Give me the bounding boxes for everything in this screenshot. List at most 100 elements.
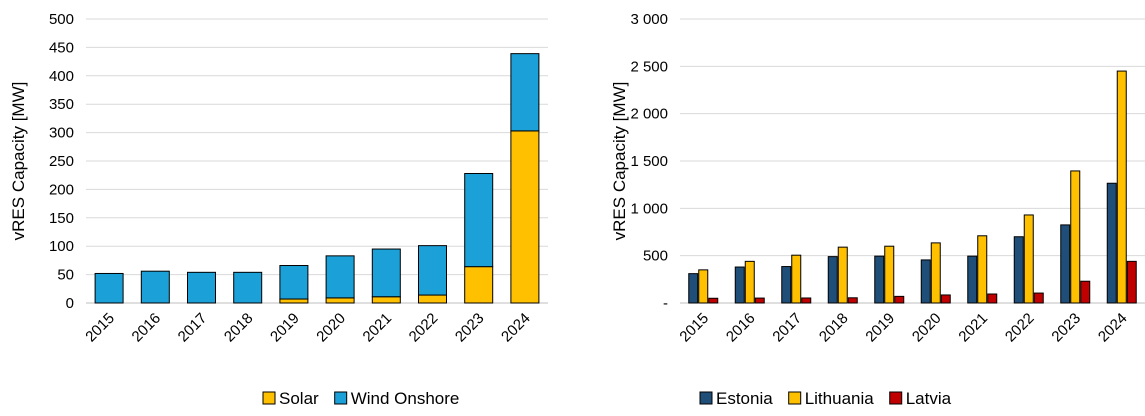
- bar-lithuania: [837, 246, 848, 304]
- y-tick-label: 200: [49, 181, 74, 198]
- y-tick-label: 400: [49, 68, 74, 85]
- bar-lithuania: [791, 254, 802, 304]
- bar-solar: [371, 296, 401, 304]
- bar-solar: [510, 130, 540, 304]
- x-tick-label: 2017: [175, 310, 211, 346]
- legend-swatch: [699, 391, 713, 405]
- bar-solar: [418, 294, 447, 304]
- y-tick-label: 1 000: [630, 200, 668, 217]
- x-tick-label: 2018: [221, 310, 257, 346]
- bar-wind-onshore: [94, 272, 124, 304]
- bar-wind-onshore: [325, 255, 355, 299]
- y-tick-label: 300: [49, 125, 74, 142]
- bar-wind-onshore: [233, 271, 263, 304]
- bar-estonia: [688, 273, 699, 304]
- bar-wind-onshore: [279, 265, 309, 300]
- y-tick-label: 100: [49, 238, 74, 255]
- bar-wind-onshore: [464, 172, 494, 268]
- bar-lithuania: [1070, 170, 1081, 304]
- y-tick-label: 2 500: [630, 58, 668, 75]
- x-tick-label: 2016: [129, 310, 165, 346]
- chart-country-capacity: - 500 1 000 1 500 2 000 2 500 3 000 vRES Capaci…: [610, 11, 1145, 408]
- chart-stacked-capacity: 0 50 100 150 200 250 300 350 400 450 500 vRES Capac…: [9, 11, 548, 408]
- legend: Solar Wind Onshore: [262, 389, 460, 408]
- legend-label: Latvia: [906, 389, 952, 408]
- x-tick-label: 2022: [1002, 310, 1038, 346]
- legend-label: Lithuania: [805, 389, 875, 408]
- x-tick-label: 2024: [1095, 310, 1131, 346]
- bar-lithuania: [930, 242, 941, 304]
- legend-swatch: [788, 391, 802, 405]
- bar-lithuania: [744, 260, 755, 304]
- x-tick-label: 2023: [452, 310, 488, 346]
- y-tick-label: 50: [57, 267, 74, 284]
- legend-label: Wind Onshore: [351, 389, 460, 408]
- y-tick-label: 450: [49, 39, 74, 56]
- bar-estonia: [1106, 182, 1117, 304]
- x-tick-label: 2019: [267, 310, 303, 346]
- x-tick-label: 2016: [723, 310, 759, 346]
- legend-swatch: [889, 391, 903, 405]
- x-tick-label: 2020: [313, 310, 349, 346]
- bar-estonia: [827, 256, 838, 304]
- bar-lithuania: [977, 235, 988, 304]
- y-tick-label: 1 500: [630, 153, 668, 170]
- bar-latvia: [1126, 260, 1137, 304]
- bar-wind-onshore: [187, 271, 216, 304]
- y-tick-label: 150: [49, 210, 74, 227]
- y-tick-label: 0: [66, 295, 74, 312]
- bar-estonia: [1060, 224, 1071, 304]
- legend-label: Estonia: [716, 389, 773, 408]
- x-tick-label: 2024: [498, 310, 534, 346]
- y-axis-title: vRES Capacity [MW]: [610, 82, 629, 241]
- bar-estonia: [1013, 236, 1024, 304]
- bar-lithuania: [1023, 214, 1034, 304]
- y-tick-label: 500: [643, 248, 668, 265]
- bar-estonia: [874, 255, 885, 304]
- bar-latvia: [894, 295, 905, 304]
- legend-swatch: [334, 391, 348, 405]
- x-tick-label: 2022: [406, 310, 442, 346]
- bar-latvia: [940, 294, 951, 304]
- y-tick-label: 350: [49, 96, 74, 113]
- bar-lithuania: [1116, 70, 1127, 304]
- legend-swatch: [262, 391, 276, 405]
- x-tick-label: 2017: [769, 310, 805, 346]
- y-tick-label: 500: [49, 11, 74, 28]
- bar-lithuania: [698, 269, 709, 304]
- y-tick-label: 250: [49, 153, 74, 170]
- bar-estonia: [920, 259, 931, 304]
- x-tick-label: 2020: [909, 310, 945, 346]
- x-tick-label: 2021: [360, 310, 396, 346]
- legend-label: Solar: [279, 389, 319, 408]
- y-axis-title: vRES Capacity [MW]: [9, 82, 28, 241]
- bar-estonia: [967, 255, 978, 304]
- bar-solar: [279, 298, 309, 304]
- bar-latvia: [1080, 280, 1091, 304]
- legend: Estonia Lithuania Latvia: [699, 389, 952, 408]
- bar-wind-onshore: [510, 53, 540, 132]
- bar-latvia: [1033, 292, 1044, 304]
- bar-latvia: [708, 297, 719, 304]
- bar-wind-onshore: [418, 245, 447, 296]
- x-tick-label: 2018: [816, 310, 852, 346]
- bar-wind-onshore: [140, 270, 170, 304]
- y-tick-label: 2 000: [630, 106, 668, 123]
- bar-solar: [464, 266, 494, 304]
- bar-solar: [325, 297, 355, 304]
- x-tick-label: 2023: [1048, 310, 1084, 346]
- bar-lithuania: [884, 245, 895, 304]
- x-tick-label: 2021: [955, 310, 991, 346]
- bar-latvia: [801, 297, 812, 304]
- bar-estonia: [734, 266, 745, 304]
- bar-wind-onshore: [371, 248, 401, 298]
- x-tick-label: 2015: [82, 310, 118, 346]
- bar-latvia: [987, 293, 998, 304]
- x-tick-label: 2019: [862, 310, 898, 346]
- bar-latvia: [754, 297, 765, 304]
- x-tick-label: 2015: [676, 310, 712, 346]
- y-tick-label: 3 000: [630, 11, 668, 28]
- bar-latvia: [847, 297, 858, 304]
- y-tick-label: -: [663, 295, 668, 312]
